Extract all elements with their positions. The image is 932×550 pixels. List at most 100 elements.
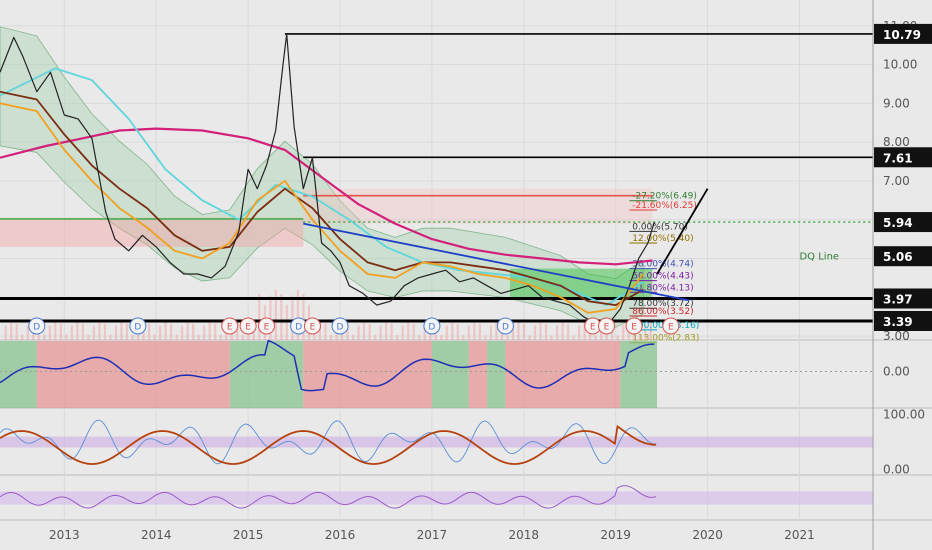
volume-bar (385, 320, 388, 340)
stoch-tick-label: 0.00 (883, 463, 910, 477)
fib-level-label: -27.20%(6.49) (632, 192, 697, 202)
volume-bar (114, 325, 118, 340)
volume-bar (120, 320, 123, 340)
macd-regime-shade (0, 341, 37, 408)
x-tick-label: 2013 (49, 528, 80, 542)
volume-bar (4, 325, 7, 340)
price-badge (874, 288, 932, 309)
volume-bar (456, 324, 459, 340)
volume-bar (175, 334, 178, 340)
volume-bar (467, 325, 470, 340)
volume-bar (147, 323, 151, 340)
volume-bar (555, 325, 559, 340)
volume-bar (489, 325, 492, 340)
event-marker-label: E (227, 323, 233, 333)
volume-bar (368, 323, 371, 340)
macd-regime-shade (229, 341, 304, 408)
volume-bar (241, 334, 244, 340)
fib-level-label: -21.60%(6.25) (632, 201, 697, 211)
volume-bar (324, 323, 327, 340)
event-marker-label: D (337, 323, 344, 333)
volume-bar (594, 335, 597, 340)
event-marker-e (257, 317, 275, 335)
x-tick-label: 2020 (692, 528, 723, 542)
event-marker-e (239, 317, 257, 335)
volume-bar (258, 293, 261, 340)
volume-bar (533, 325, 537, 340)
volume-bar (153, 334, 156, 340)
stoch-band (0, 436, 873, 448)
price-badge-text: 10.79 (883, 28, 921, 42)
y-tick-label: 7.00 (883, 174, 910, 188)
x-tick-label: 2015 (233, 528, 264, 542)
volume-bar (462, 335, 465, 340)
volume-bar (291, 295, 294, 340)
red-zone-upper (303, 188, 653, 224)
event-marker-label: E (631, 323, 637, 333)
volume-bar (197, 334, 200, 340)
volume-bar (98, 320, 101, 340)
volume-bar (131, 334, 134, 340)
volume-bar (214, 323, 217, 340)
volume-bar (26, 325, 29, 340)
event-marker-d (28, 317, 46, 335)
price-badge-text: 3.97 (883, 292, 913, 306)
macd-regime-shade (431, 341, 469, 408)
macd-regime-shade (505, 341, 621, 408)
event-marker-label: E (264, 323, 270, 333)
volume-bar (440, 335, 443, 340)
volume-bar (445, 325, 448, 340)
event-marker-label: D (134, 323, 141, 333)
macd-regime-shade (487, 341, 506, 408)
volume-bar (401, 325, 404, 340)
volume-bar (54, 320, 57, 340)
volume-bar (103, 323, 107, 340)
macd-regime-shade (468, 341, 488, 408)
price-badge (874, 23, 932, 44)
volume-bar (374, 334, 377, 340)
volume-bar (583, 320, 586, 340)
event-marker-e (625, 317, 643, 335)
volume-bar (423, 325, 426, 340)
macd-line (0, 339, 655, 392)
macd-regime-shade (303, 341, 432, 408)
volume-bar (451, 320, 454, 340)
event-marker-label: E (245, 323, 251, 333)
volume-bar (65, 334, 68, 340)
stochastic-pane[interactable]: 100.00 0.00 (0, 408, 925, 477)
volume-bar (517, 320, 520, 340)
volume-bar (511, 325, 515, 340)
volume-bar (274, 290, 277, 340)
event-marker-label: E (668, 323, 674, 333)
fib-level-label: 86.00%(3.52) (632, 307, 693, 317)
event-marker-d (129, 317, 147, 335)
trendline (656, 188, 709, 275)
fib-level-label: 78.00%(3.72) (632, 299, 693, 309)
y-tick-label: 10.00 (883, 58, 917, 72)
volume-bar (10, 320, 13, 340)
stoch-k-line (0, 419, 657, 465)
event-marker-e (303, 317, 321, 335)
x-tick-label: 2019 (600, 528, 631, 542)
time-axis[interactable]: 2013 2014 2015 2016 2017 2018 2019 2020 2021 (49, 528, 815, 542)
volume-bar (92, 325, 96, 340)
volume-bar (81, 323, 84, 340)
volume-bar (638, 335, 641, 340)
volume-bar (192, 323, 195, 340)
rsi-line (0, 485, 657, 509)
macd-regime-shade (620, 341, 658, 408)
event-marker-e (598, 317, 616, 335)
rsi-pane[interactable] (0, 485, 873, 509)
volume-bar (351, 334, 355, 340)
volume-bar (550, 335, 553, 340)
price-badge (874, 147, 932, 168)
rsi-band (0, 491, 873, 505)
volume-bar (578, 325, 581, 340)
series-ma200 (0, 127, 653, 266)
macd-pane[interactable]: 0.00 (0, 339, 910, 408)
volume-bar (561, 320, 564, 340)
volume-bar (219, 334, 222, 340)
event-marker-d (423, 317, 441, 335)
